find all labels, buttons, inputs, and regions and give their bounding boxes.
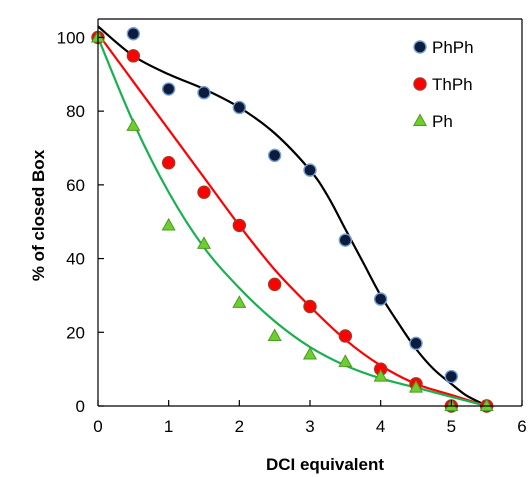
point-ph [196,236,212,249]
y-tick-label: 80 [66,102,85,121]
x-tick-label: 5 [447,417,456,436]
legend-marker-ph [412,113,428,127]
point-phph [303,163,317,177]
x-tick-label: 4 [376,417,385,436]
point-thph [197,185,211,199]
legend-label-thph: ThPh [432,75,473,94]
point-ph [126,118,141,131]
point-phph [197,86,211,100]
y-tick-label: 60 [66,176,85,195]
y-tick-label: 20 [66,323,85,342]
x-tick-label: 3 [305,417,314,436]
point-thph [338,329,353,343]
point-ph [373,368,388,382]
point-ph [479,398,494,412]
fit-line-ph [96,37,487,408]
y-axis-title: % of closed Box [29,149,48,281]
legend: PhPh ThPh Ph [412,38,474,131]
point-phph [409,336,423,351]
point-phph [126,27,141,41]
y-tick-label: 100 [57,28,85,47]
point-ph [408,380,424,393]
x-tick-label: 0 [93,417,102,436]
x-axis-title: DCI equivalent [266,455,384,474]
fit-line-thph [97,33,487,408]
x-tick-label: 6 [517,417,526,436]
point-ph [267,328,282,342]
point-thph [267,277,282,292]
y-tick-label: 40 [66,250,85,269]
fit-line-phph [97,25,488,407]
point-phph [267,148,282,163]
y-tick-label: 0 [76,397,85,416]
point-ph [232,295,247,308]
point-ph [161,217,176,231]
point-phph [232,100,247,115]
legend-marker-thph [413,77,427,91]
x-tick-label: 1 [164,417,173,436]
point-thph [303,299,317,314]
point-phph [444,369,459,384]
point-thph [126,49,141,63]
fit-curves [96,25,488,408]
legend-label-phph: PhPh [432,38,474,57]
point-ph [338,354,353,367]
point-ph [302,346,318,360]
point-thph [161,156,176,170]
legend-label-ph: Ph [432,112,453,131]
x-tick-label: 2 [235,417,244,436]
legend-marker-phph [413,40,427,54]
point-phph [338,233,353,247]
point-thph [232,218,247,233]
point-phph [161,82,176,96]
point-phph [373,292,388,306]
